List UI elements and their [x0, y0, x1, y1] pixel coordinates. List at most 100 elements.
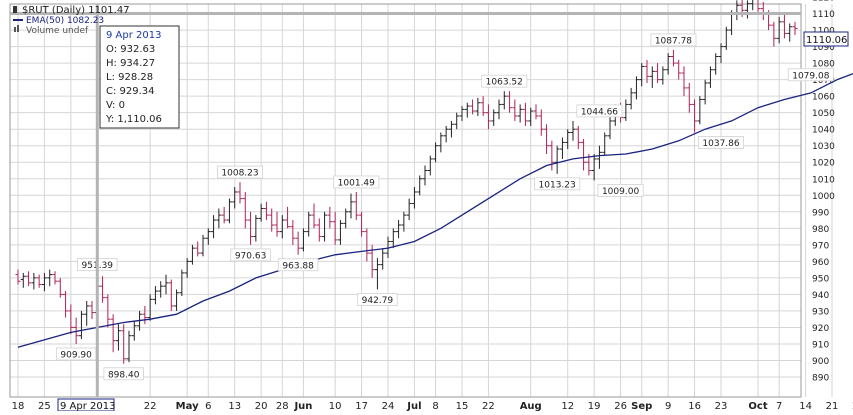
ohlc-bar [771, 21, 777, 47]
ohlc-bar [633, 76, 639, 100]
annotation-label: 1063.52 [486, 78, 523, 88]
price-annotation: 1044.66 [576, 104, 623, 118]
ohlc-bar [380, 248, 386, 270]
x-tick-label: 20 [255, 401, 268, 411]
ohlc-bar [464, 102, 470, 118]
ohlc-bar [723, 26, 729, 50]
ohlc-bar [570, 120, 576, 141]
ohlc-bar [221, 206, 227, 224]
annotation-label: 1087.78 [655, 36, 692, 46]
ohlc-bar [596, 145, 602, 169]
ohlc-bar [649, 66, 655, 88]
ema-legend-label: EMA(50) 1082.23 [26, 16, 104, 26]
ohlc-bar [316, 218, 322, 242]
ohlc-bar [168, 279, 174, 311]
ohlc-bar [459, 106, 465, 121]
ohlc-bar [628, 87, 634, 110]
ohlc-bar [337, 220, 343, 245]
x-tick-label: 6 [205, 401, 211, 411]
ohlc-bar [470, 99, 476, 115]
x-tick-label: 22 [482, 401, 495, 411]
plot-border [9, 3, 802, 398]
ohlc-bar [644, 59, 650, 83]
ohlc-bar [607, 115, 613, 140]
x-tick-label: Sep [631, 401, 652, 411]
ohlc-bar [322, 211, 328, 242]
ohlc-bar [517, 104, 523, 123]
ohlc-bar [417, 175, 423, 196]
ohlc-bar [152, 286, 158, 305]
ohlc-bar [496, 99, 502, 120]
tooltip-low: L: 928.28 [106, 72, 153, 83]
annotation-box [357, 293, 398, 306]
annotation-label: 1079.08 [792, 71, 829, 81]
ohlc-bar [427, 155, 433, 176]
ohlc-bar [475, 97, 481, 116]
ohlc-bar [359, 211, 365, 237]
ohlc-bar [226, 198, 232, 224]
x-tick-label: 25 [38, 401, 51, 411]
price-annotation: 963.88 [277, 258, 319, 271]
price-annotation: 1001.49 [333, 175, 380, 188]
ohlc-bar [179, 269, 185, 297]
ohlc-bar [216, 208, 222, 229]
ohlc-bar [306, 211, 312, 237]
ohlc-bar [655, 63, 661, 83]
x-tick-label: 28 [276, 401, 289, 411]
crosshair [10, 4, 801, 397]
ohlc-bar [242, 191, 248, 229]
ohlc-bar [533, 104, 539, 120]
x-tick-label: 13 [228, 401, 241, 411]
volume-legend-icon [14, 27, 16, 32]
x-axis: 1825A22May6132028Jun101724Jul81522Aug121… [12, 401, 853, 412]
ohlc-bar [787, 23, 793, 42]
y-tick-label: 1110 [812, 10, 835, 20]
ohlc-bar [311, 203, 317, 229]
ohlc-bar [433, 142, 439, 163]
x-tick-label: 7 [776, 401, 782, 411]
ohlc-bar [443, 125, 449, 143]
ohlc-bar [269, 208, 275, 232]
ohlc-bar [47, 269, 53, 287]
y-tick-label: 960 [812, 258, 829, 268]
ohlc-bar [438, 132, 444, 153]
ohlc-bar [406, 198, 412, 221]
ohlc-bar [528, 107, 534, 126]
tooltip-open: O: 932.63 [106, 44, 155, 55]
price-annotation: 1063.52 [481, 74, 528, 88]
ohlc-bar [110, 314, 116, 353]
annotation-box [576, 104, 623, 118]
crosshair-price-tag: 1110.06 [803, 31, 849, 47]
symbol-title: $RUT (Daily) 1101.47 [22, 5, 130, 16]
ohlc-bar [142, 305, 148, 325]
y-tick-label: 1090 [812, 43, 835, 53]
ohlc-bar [68, 304, 74, 335]
ohlc-bar [343, 208, 349, 229]
price-annotation: 909.90 [55, 347, 97, 360]
y-tick-label: 1000 [812, 192, 835, 202]
price-annotation: 1013.23 [534, 177, 581, 190]
x-tick-label: 12 [561, 401, 574, 411]
price-annotation: 1009.00 [597, 184, 644, 197]
ohlc-bar [263, 201, 269, 221]
y-tick-label: 950 [812, 274, 829, 284]
annotation-label: 1008.23 [221, 169, 258, 179]
annotation-label: 1044.66 [581, 107, 618, 117]
x-tick-label: 16 [688, 401, 701, 411]
crosshair-date-tag: 9 Apr 2013 [57, 398, 115, 412]
ohlc-bar [522, 102, 528, 126]
annotation-box [103, 367, 144, 381]
ohlc-bar [501, 91, 507, 110]
ohlc-bar [538, 109, 544, 136]
ohlc-bar [184, 258, 190, 278]
ohlc-bar [147, 294, 153, 321]
gridlines [10, 4, 833, 397]
x-tick-label: 24 [382, 401, 395, 411]
ohlc-bar [327, 206, 333, 229]
y-tick-label: 1050 [812, 109, 835, 119]
y-tick-label: 990 [812, 208, 829, 218]
price-annotation: 1079.08 [787, 68, 834, 81]
x-tick-label: 26 [614, 401, 627, 411]
